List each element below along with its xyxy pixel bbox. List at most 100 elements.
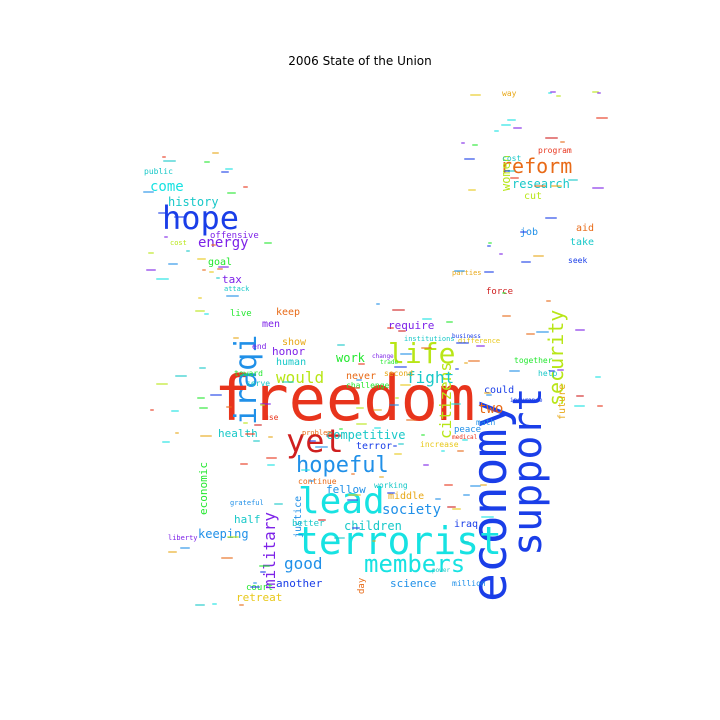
filler-word-mark bbox=[576, 395, 585, 398]
filler-word-mark bbox=[460, 141, 465, 144]
filler-word-mark bbox=[509, 176, 519, 179]
filler-word-mark bbox=[423, 463, 430, 466]
filler-word-mark bbox=[592, 187, 605, 190]
word-working-67: working bbox=[374, 481, 408, 490]
word-institutions-87: institutions bbox=[404, 335, 455, 343]
filler-word-mark bbox=[195, 603, 206, 606]
filler-word-mark bbox=[454, 270, 466, 273]
filler-word-mark bbox=[520, 231, 528, 234]
filler-word-mark bbox=[260, 403, 272, 406]
filler-word-mark bbox=[260, 404, 266, 407]
word-terror-39: terror bbox=[356, 441, 393, 452]
filler-word-mark bbox=[259, 571, 266, 574]
word-come-21: come bbox=[150, 179, 184, 195]
filler-word-mark bbox=[455, 368, 460, 371]
filler-word-mark bbox=[393, 366, 407, 369]
filler-word-mark bbox=[334, 536, 346, 539]
word-iraq-59: iraq bbox=[454, 519, 479, 530]
filler-word-mark bbox=[509, 369, 521, 372]
filler-word-mark bbox=[146, 268, 157, 271]
filler-word-mark bbox=[462, 494, 470, 497]
word-change-89: change bbox=[372, 353, 394, 360]
word-public-57: public bbox=[144, 167, 173, 176]
word-terrorist-3: terrorist bbox=[296, 519, 502, 563]
filler-word-mark bbox=[259, 565, 271, 568]
word-research-24: research bbox=[512, 178, 570, 190]
filler-word-mark bbox=[174, 431, 179, 434]
filler-word-mark bbox=[464, 157, 476, 160]
filler-word-mark bbox=[252, 582, 257, 585]
filler-word-mark bbox=[164, 236, 169, 239]
word-second-78: second bbox=[384, 369, 413, 378]
filler-word-mark bbox=[486, 393, 493, 396]
filler-word-mark bbox=[199, 406, 209, 409]
word-hopeful-10: hopeful bbox=[296, 453, 389, 478]
filler-word-mark bbox=[472, 143, 479, 146]
filler-word-mark bbox=[148, 251, 155, 254]
filler-word-mark bbox=[268, 435, 274, 438]
filler-word-mark bbox=[264, 242, 273, 245]
filler-word-mark bbox=[545, 299, 551, 302]
filler-word-mark bbox=[504, 170, 511, 173]
filler-word-mark bbox=[446, 506, 456, 509]
word-good-18: good bbox=[284, 554, 323, 573]
word-liberty-83: liberty bbox=[168, 534, 198, 542]
filler-word-mark bbox=[533, 254, 545, 257]
filler-word-mark bbox=[216, 268, 223, 271]
filler-word-mark bbox=[199, 435, 212, 438]
word-retreat-38: retreat bbox=[236, 591, 283, 604]
word-business-90: business bbox=[452, 333, 481, 340]
filler-word-mark bbox=[386, 492, 395, 495]
filler-word-mark bbox=[487, 244, 492, 247]
filler-word-mark bbox=[347, 499, 359, 502]
word-hope-5: hope bbox=[162, 199, 240, 237]
filler-word-mark bbox=[309, 479, 315, 482]
word-competitive-20: competitive bbox=[326, 428, 406, 442]
word-lead-4: lead bbox=[298, 481, 385, 522]
filler-word-mark bbox=[394, 396, 399, 399]
filler-word-mark bbox=[397, 443, 404, 445]
word-force-54: force bbox=[486, 287, 514, 297]
filler-word-mark bbox=[242, 185, 248, 188]
filler-word-mark bbox=[494, 409, 499, 412]
filler-word-mark bbox=[167, 550, 177, 553]
word-cost-81: cost bbox=[170, 239, 187, 247]
filler-word-mark bbox=[464, 361, 469, 364]
word-aid-51: aid bbox=[576, 223, 595, 234]
word-require-35: require bbox=[388, 319, 435, 332]
word-trade-92: trade bbox=[380, 359, 399, 366]
filler-word-mark bbox=[374, 427, 382, 430]
filler-word-mark bbox=[337, 344, 346, 347]
filler-word-mark bbox=[548, 369, 555, 372]
filler-word-mark bbox=[456, 341, 470, 344]
word-men-46: men bbox=[262, 319, 281, 330]
word-offensive-55: offensive bbox=[210, 231, 259, 241]
word-fight-15: fight bbox=[406, 368, 455, 387]
filler-word-mark bbox=[208, 271, 214, 274]
word-court-61: court bbox=[246, 583, 274, 593]
filler-word-mark bbox=[484, 270, 494, 273]
filler-word-mark bbox=[488, 241, 493, 244]
filler-word-mark bbox=[461, 541, 469, 544]
word-energy-17: energy bbox=[198, 235, 249, 251]
filler-word-mark bbox=[355, 406, 364, 409]
filler-word-mark bbox=[355, 378, 362, 381]
word-increase-69: increase bbox=[420, 440, 459, 449]
filler-word-mark bbox=[156, 382, 169, 385]
word-end-63: end bbox=[252, 342, 267, 351]
word-goal-44: goal bbox=[208, 257, 233, 268]
filler-word-mark bbox=[595, 375, 602, 378]
filler-word-mark bbox=[456, 450, 464, 453]
filler-word-mark bbox=[254, 423, 263, 426]
word-another-37: another bbox=[276, 577, 323, 590]
filler-word-mark bbox=[467, 360, 480, 363]
filler-word-mark bbox=[175, 374, 188, 377]
filler-word-mark bbox=[226, 294, 240, 297]
word-way-71: way bbox=[502, 89, 517, 98]
filler-word-mark bbox=[171, 410, 180, 413]
filler-word-mark bbox=[212, 602, 218, 605]
word-difference-86: difference bbox=[458, 337, 501, 345]
filler-word-mark bbox=[155, 278, 169, 281]
filler-word-mark bbox=[393, 453, 402, 456]
word-help-75: help bbox=[538, 369, 558, 378]
